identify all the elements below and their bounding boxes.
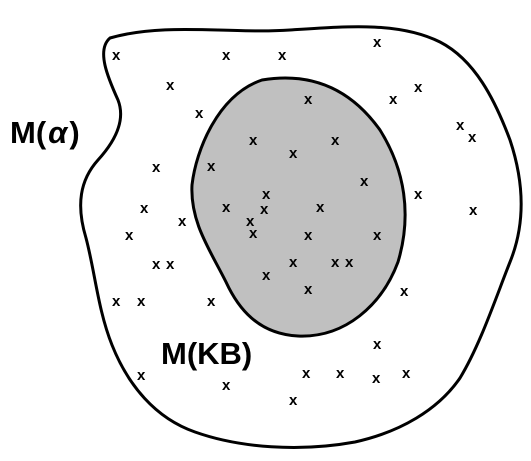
outer-marker: x xyxy=(137,293,146,310)
inner-region xyxy=(190,76,407,338)
outer-marker: x xyxy=(456,117,465,134)
outer-marker: x xyxy=(178,213,187,230)
inner-marker: x xyxy=(304,91,313,108)
outer-marker: x xyxy=(414,186,423,203)
outer-marker: x xyxy=(195,105,204,122)
inner-marker: x xyxy=(345,254,354,271)
inner-marker: x xyxy=(289,254,298,271)
outer-marker: x xyxy=(302,365,311,382)
inner-marker: x xyxy=(246,213,255,230)
inner-marker: x xyxy=(249,225,258,242)
outer-marker: x xyxy=(222,377,231,394)
inner-marker: x xyxy=(222,199,231,216)
alpha-symbol: α xyxy=(48,115,69,150)
outer-marker: x xyxy=(166,256,175,273)
outer-marker: x xyxy=(207,293,216,310)
inner-marker: x xyxy=(249,132,258,149)
outer-marker: x xyxy=(222,47,231,64)
outer-marker: x xyxy=(389,91,398,108)
outer-marker: x xyxy=(166,77,175,94)
outer-marker: x xyxy=(125,227,134,244)
inner-markers: x x x x x x x x x x x x x x x x x x x xyxy=(207,91,382,298)
outer-marker: x xyxy=(400,283,409,300)
inner-marker: x xyxy=(207,158,216,175)
outer-marker: x xyxy=(137,367,146,384)
inner-marker: x xyxy=(331,132,340,149)
outer-marker: x xyxy=(112,47,121,64)
inner-marker: x xyxy=(289,145,298,162)
inner-marker: x xyxy=(262,267,271,284)
inner-marker: x xyxy=(260,201,269,218)
outer-markers: x x x x x x x x x x x x x x x x x x x x … xyxy=(112,34,478,409)
inner-marker: x xyxy=(373,227,382,244)
outer-marker: x xyxy=(278,47,287,64)
outer-marker: x xyxy=(373,34,382,51)
outer-marker: x xyxy=(414,79,423,96)
outer-region-label: M(α) xyxy=(10,115,80,150)
outer-marker: x xyxy=(152,159,161,176)
inner-marker: x xyxy=(304,227,313,244)
outer-marker: x xyxy=(372,370,381,387)
outer-marker: x xyxy=(468,129,477,146)
inner-marker: x xyxy=(360,173,369,190)
outer-label-suffix: ) xyxy=(69,115,79,150)
outer-marker: x xyxy=(112,293,121,310)
outer-label-prefix: M( xyxy=(10,115,47,150)
inner-marker: x xyxy=(304,281,313,298)
inner-region-label: M(KB) xyxy=(161,336,252,371)
outer-marker: x xyxy=(336,365,345,382)
outer-marker: x xyxy=(373,336,382,353)
outer-marker: x xyxy=(289,392,298,409)
inner-marker: x xyxy=(316,199,325,216)
inner-marker: x xyxy=(331,254,340,271)
outer-marker: x xyxy=(152,256,161,273)
outer-marker: x xyxy=(469,202,478,219)
outer-marker: x xyxy=(402,365,411,382)
outer-marker: x xyxy=(140,200,149,217)
inner-marker: x xyxy=(262,186,271,203)
